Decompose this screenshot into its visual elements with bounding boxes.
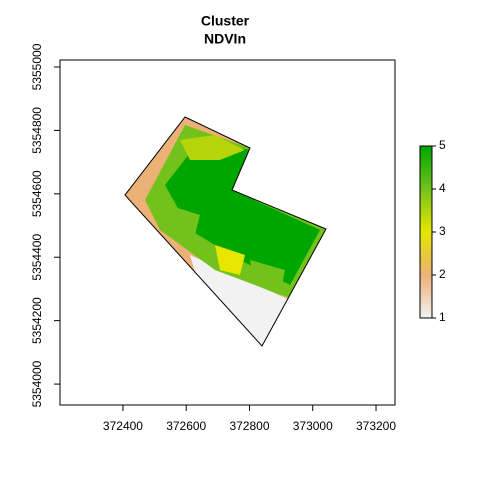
- y-tick-label: 5354400: [30, 234, 44, 281]
- raster: [125, 117, 326, 346]
- x-tick-label: 372600: [166, 419, 206, 433]
- colorbar-tick-label: 5: [439, 138, 446, 152]
- chart-subtitle: NDVIn: [204, 31, 246, 47]
- x-tick-label: 373000: [293, 419, 333, 433]
- colorbar-tick-label: 2: [439, 267, 446, 281]
- y-tick-label: 5354800: [30, 107, 44, 154]
- colorbar-tick-label: 4: [439, 181, 446, 195]
- y-tick-label: 5355000: [30, 43, 44, 90]
- colorbar: [419, 145, 433, 319]
- x-tick-label: 373200: [356, 419, 396, 433]
- plot-frame: [59, 59, 396, 406]
- y-tick-label: 5354000: [30, 360, 44, 407]
- colorbar-tick-label: 1: [439, 310, 446, 324]
- x-tick-label: 372800: [229, 419, 269, 433]
- chart-title: Cluster: [201, 13, 250, 29]
- x-tick-label: 372400: [103, 419, 143, 433]
- field-outline: [124, 116, 327, 347]
- colorbar-tick-label: 3: [439, 224, 446, 238]
- y-tick-label: 5354600: [30, 170, 44, 217]
- y-tick-label: 5354200: [30, 297, 44, 344]
